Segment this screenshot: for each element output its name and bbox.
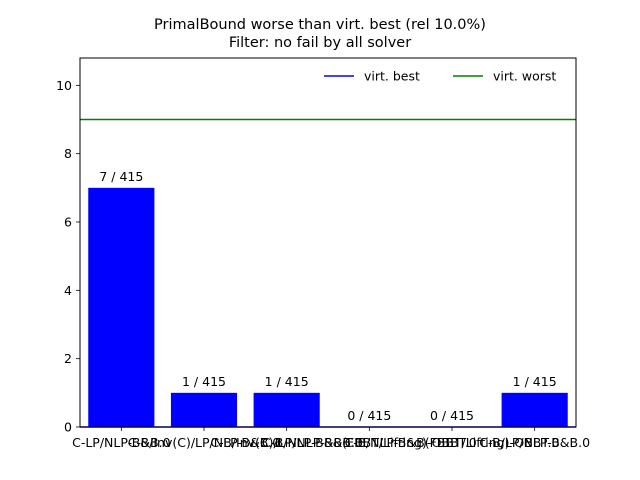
y-tick-label: 0 (64, 420, 72, 435)
y-tick-label: 10 (56, 78, 72, 93)
bar (170, 392, 238, 427)
bar-value-label: 1 / 415 (513, 374, 557, 389)
plot-frame (79, 57, 577, 428)
chart-subtitle: Filter: no fail by all solver (228, 35, 412, 51)
legend-label: virt. best (364, 69, 420, 84)
bar (253, 392, 320, 427)
y-tick-label: 6 (64, 215, 72, 230)
bar (88, 187, 155, 427)
y-tick-label: 8 (64, 146, 72, 161)
x-tick-label: C-B/NLP-B&B(FBBT/Lifting)-OBBT.0 (262, 435, 477, 450)
bar-value-label: 7 / 415 (99, 169, 143, 184)
x-tick-label: C-B/Inv(C)/LP/NLP-B&B.0 (128, 435, 281, 450)
y-tick-label: 4 (64, 283, 72, 298)
bar (501, 392, 568, 427)
chart-title: PrimalBound worse than virt. best (rel 1… (154, 17, 486, 33)
bar-value-label: 1 / 415 (182, 374, 226, 389)
legend-label: virt. worst (493, 69, 556, 84)
x-tick-label: C-B/NLP-B&B(FBBT/Lifting)-OBBT.0 (345, 435, 560, 450)
x-tick-label: C-B/Inv(C)/LP/NLP-B&B.0 (210, 435, 363, 450)
x-tick-label: C-B/LP/NLP-B&B.0 (479, 435, 590, 450)
x-tick-label: C-LP/NLP-B&B.0 (72, 435, 170, 450)
bar-value-label: 1 / 415 (265, 374, 309, 389)
bar-value-label: 0 / 415 (430, 408, 474, 423)
bar-value-label: 0 / 415 (347, 408, 391, 423)
y-tick-label: 2 (64, 351, 72, 366)
